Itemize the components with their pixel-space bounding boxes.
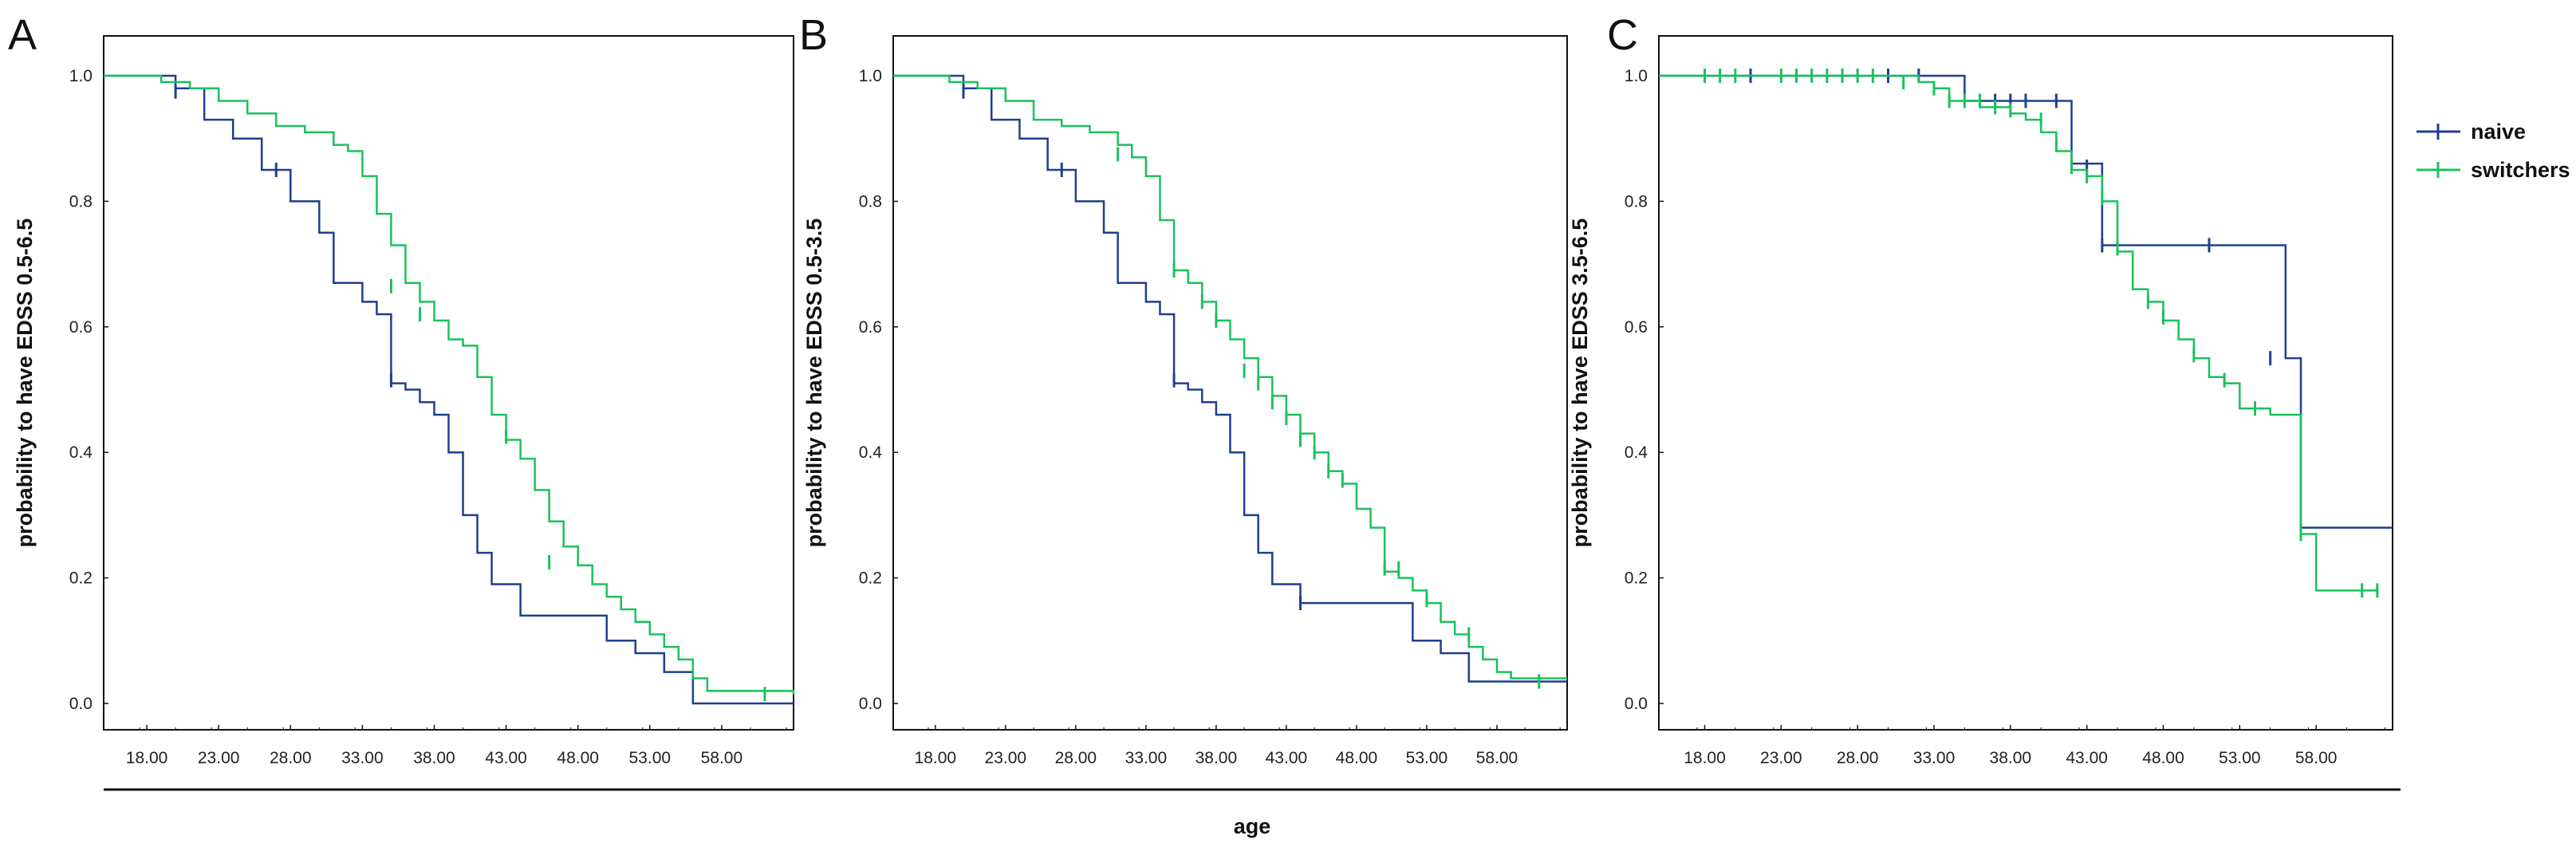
x-tick-label: 48.00: [557, 749, 599, 767]
series-line-naive: [104, 74, 794, 705]
x-tick-label: 18.00: [1684, 749, 1726, 767]
plot-frame: [1658, 35, 2393, 731]
y-axis-label: probability to have EDSS 3.5-6.5: [1568, 219, 1592, 548]
series-line-naive: [893, 74, 1567, 683]
y-axis-label: probability to have EDSS 0.5-6.5: [13, 219, 37, 548]
y-tick-label: 0.8: [1625, 192, 1648, 211]
x-tick-label: 23.00: [198, 749, 240, 767]
series-line-switchers: [104, 74, 795, 695]
series-line-naive: [1659, 74, 2393, 529]
y-tick-label: 0.4: [69, 443, 93, 462]
x-tick-label: 48.00: [2142, 749, 2184, 767]
panels-group: A 0.0 0.2 0.4 0.6 0.8 1.0 18.00 23.00 28.00 33.00 3…: [8, 11, 2393, 767]
panel-c: C 0.0 0.2 0.4 0.6 0.8 1.0 18.00 23.00 28.00 33.00 3…: [1568, 11, 2393, 767]
shared-x-axis-label: age: [1234, 814, 1271, 838]
x-tick-label: 28.00: [1837, 749, 1879, 767]
legend-item-switchers: switchers: [2416, 158, 2570, 182]
x-tick-label: 43.00: [1266, 749, 1308, 767]
y-tick-label: 0.4: [1625, 443, 1648, 462]
x-tick-label: 28.00: [1055, 749, 1097, 767]
x-tick-label: 33.00: [1125, 749, 1168, 767]
y-axis-label: probability to have EDSS 0.5-3.5: [802, 219, 826, 548]
x-tick-label: 53.00: [629, 749, 672, 767]
y-tick-label: 0.2: [69, 569, 93, 588]
y-tick-label: 0.4: [859, 443, 883, 462]
y-tick-label: 0.8: [859, 192, 882, 211]
x-tick-label: 18.00: [915, 749, 957, 767]
series-line-switchers: [893, 74, 1567, 680]
y-tick-label: 0.6: [69, 318, 93, 337]
x-tick-label: 58.00: [701, 749, 743, 767]
legend: naive switchers: [2416, 120, 2570, 182]
panel-letter: B: [799, 11, 828, 59]
series-line-switchers: [1659, 74, 2377, 592]
x-tick-label: 43.00: [2066, 749, 2108, 767]
x-tick-label: 43.00: [485, 749, 527, 767]
y-tick-label: 0.8: [69, 192, 93, 211]
x-tick-label: 53.00: [2219, 749, 2261, 767]
y-tick-label: 0.2: [1625, 569, 1648, 588]
y-tick-label: 0.6: [859, 318, 882, 337]
x-tick-label: 38.00: [1195, 749, 1238, 767]
x-tick-label: 48.00: [1336, 749, 1378, 767]
y-tick-label: 0.6: [1625, 318, 1648, 337]
x-tick-label: 38.00: [1990, 749, 2032, 767]
plot-frame: [103, 35, 794, 731]
x-tick-label: 38.00: [413, 749, 455, 767]
panel-letter: A: [8, 11, 37, 59]
panel-letter: C: [1607, 11, 1638, 59]
y-tick-label: 0.0: [859, 695, 882, 713]
legend-label: naive: [2471, 120, 2526, 144]
x-tick-label: 28.00: [270, 749, 312, 767]
x-tick-label: 58.00: [2295, 749, 2338, 767]
panel-a: A 0.0 0.2 0.4 0.6 0.8 1.0 18.00 23.00 28.00 33.00 3…: [8, 11, 795, 767]
panel-b: B 0.0 0.2 0.4 0.6 0.8 1.0 18.00 23.00 28.00 33.00 3…: [799, 11, 1568, 767]
y-tick-label: 0.2: [859, 569, 882, 588]
y-tick-label: 1.0: [69, 67, 93, 85]
x-tick-label: 53.00: [1406, 749, 1448, 767]
legend-label: switchers: [2471, 158, 2570, 182]
y-tick-label: 0.0: [69, 695, 93, 713]
x-tick-label: 33.00: [1913, 749, 1956, 767]
x-tick-label: 23.00: [985, 749, 1027, 767]
y-tick-label: 0.0: [1625, 695, 1648, 713]
y-tick-label: 1.0: [1625, 67, 1648, 85]
x-tick-label: 33.00: [341, 749, 384, 767]
x-tick-label: 23.00: [1760, 749, 1802, 767]
legend-item-naive: naive: [2416, 120, 2526, 144]
y-tick-label: 1.0: [859, 67, 882, 85]
x-tick-label: 18.00: [126, 749, 168, 767]
x-tick-label: 58.00: [1476, 749, 1518, 767]
plot-frame: [892, 35, 1568, 731]
